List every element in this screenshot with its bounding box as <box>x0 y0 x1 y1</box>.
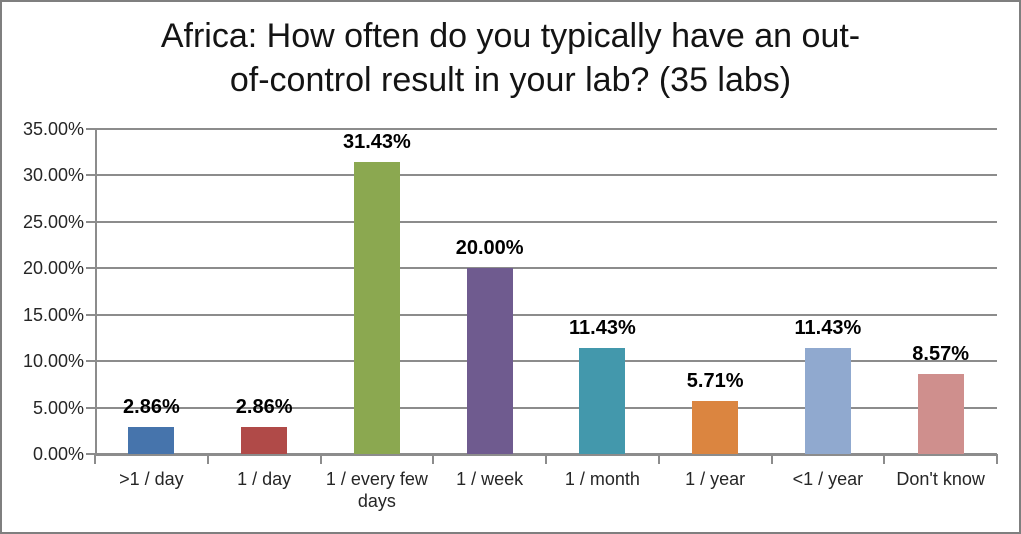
gridline <box>95 128 997 130</box>
y-axis-line <box>95 129 97 456</box>
bar-value-label: 31.43% <box>342 131 411 154</box>
bar <box>579 347 626 454</box>
y-axis-tick <box>86 220 95 223</box>
y-axis-tick <box>86 313 95 316</box>
chart-title-line-1: Africa: How often do you typically have … <box>160 17 861 55</box>
category-label: >1 / day <box>119 469 184 489</box>
y-axis-tick-label: 15.00% <box>22 304 84 325</box>
x-axis-tick <box>996 454 998 464</box>
category-label: 1 / year <box>685 469 746 489</box>
bar <box>353 162 400 454</box>
y-axis-tick-label: 5.00% <box>32 397 84 418</box>
gridline <box>95 360 997 363</box>
x-axis-tick <box>545 454 547 464</box>
gridline <box>95 406 997 409</box>
y-axis-tick <box>86 453 95 455</box>
x-axis-tick <box>432 454 434 464</box>
y-axis-tick-label: 20.00% <box>22 258 84 279</box>
y-axis-tick-label: 35.00% <box>22 119 84 139</box>
bar <box>917 374 964 454</box>
y-axis-tick <box>86 406 95 409</box>
bar-value-label: 5.71% <box>686 369 744 392</box>
chart-title-line-2: of-control result in your lab? (35 labs) <box>229 61 792 99</box>
bar-value-label: 2.86% <box>235 396 293 419</box>
y-axis-tick <box>86 360 95 363</box>
y-axis-tick-label: 0.00% <box>32 444 84 464</box>
gridline <box>95 220 997 223</box>
bar-value-label: 11.43% <box>794 316 862 339</box>
gridline <box>95 174 997 177</box>
category-label: <1 / year <box>792 469 864 489</box>
category-label: 1 / day <box>237 469 292 489</box>
gridline <box>95 313 997 316</box>
x-axis-tick <box>658 454 660 464</box>
plot-area: 2.86% 2.86% 31.43% 20.00% 11.43% 5.71% 11.43% 8… <box>86 128 998 464</box>
x-axis-tick <box>207 454 209 464</box>
bar-value-label: 20.00% <box>455 237 524 260</box>
bar-value-label: 11.43% <box>569 316 636 339</box>
bar <box>241 427 288 454</box>
chart-title: Africa: How often do you typically have … <box>2 14 1019 102</box>
category-label: 1 / every few days <box>325 469 428 511</box>
y-axis-tick-label: 10.00% <box>22 351 84 372</box>
bar <box>128 427 175 454</box>
category-label: 1 / month <box>564 469 640 489</box>
y-axis-tick-label: 30.00% <box>22 165 84 186</box>
y-axis-tick <box>86 267 95 270</box>
x-axis-tick <box>771 454 773 464</box>
gridline <box>95 267 997 270</box>
bar-value-label: 2.86% <box>123 396 180 419</box>
x-axis-tick <box>94 454 96 464</box>
bar-value-label: 8.57% <box>912 343 969 366</box>
y-axis-tick <box>86 174 95 177</box>
y-axis-tick <box>86 128 95 130</box>
x-axis-tick <box>883 454 885 464</box>
bar <box>466 268 513 454</box>
x-axis-tick <box>320 454 322 464</box>
bar <box>804 347 851 454</box>
bar <box>692 400 739 454</box>
y-axis-tick-label: 25.00% <box>22 211 84 232</box>
category-label: 1 / week <box>456 469 524 489</box>
category-label: Don't know <box>896 469 985 489</box>
